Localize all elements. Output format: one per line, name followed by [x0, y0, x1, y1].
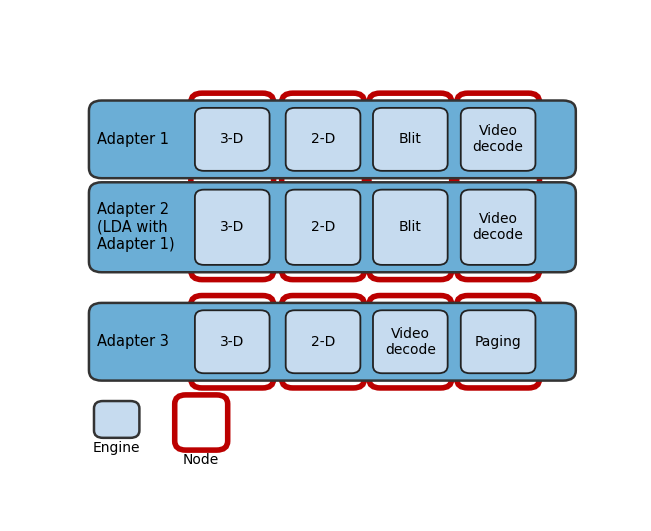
Text: Paging: Paging [475, 335, 521, 349]
FancyBboxPatch shape [373, 310, 448, 373]
FancyBboxPatch shape [286, 190, 361, 265]
Text: Video
decode: Video decode [473, 124, 523, 155]
Text: Adapter 3: Adapter 3 [96, 334, 169, 349]
FancyBboxPatch shape [373, 190, 448, 265]
FancyBboxPatch shape [282, 296, 365, 388]
Text: Engine: Engine [93, 441, 141, 455]
FancyBboxPatch shape [174, 395, 228, 450]
FancyBboxPatch shape [286, 310, 361, 373]
Text: 3-D: 3-D [220, 220, 244, 234]
Text: Blit: Blit [399, 132, 422, 147]
FancyBboxPatch shape [191, 296, 273, 388]
FancyBboxPatch shape [195, 310, 270, 373]
FancyBboxPatch shape [195, 190, 270, 265]
FancyBboxPatch shape [457, 93, 540, 280]
FancyBboxPatch shape [461, 108, 535, 171]
FancyBboxPatch shape [457, 296, 540, 388]
FancyBboxPatch shape [286, 108, 361, 171]
FancyBboxPatch shape [461, 310, 535, 373]
Text: 2-D: 2-D [311, 132, 335, 147]
FancyBboxPatch shape [369, 93, 452, 280]
FancyBboxPatch shape [191, 93, 273, 280]
FancyBboxPatch shape [461, 190, 535, 265]
FancyBboxPatch shape [94, 401, 139, 438]
Text: Blit: Blit [399, 220, 422, 234]
Text: Adapter 1: Adapter 1 [96, 132, 169, 147]
Text: Video
decode: Video decode [385, 327, 436, 357]
FancyBboxPatch shape [89, 100, 575, 178]
FancyBboxPatch shape [282, 93, 365, 280]
FancyBboxPatch shape [89, 182, 575, 272]
FancyBboxPatch shape [89, 303, 575, 381]
Text: 2-D: 2-D [311, 220, 335, 234]
Text: 2-D: 2-D [311, 335, 335, 349]
FancyBboxPatch shape [369, 296, 452, 388]
Text: 3-D: 3-D [220, 132, 244, 147]
FancyBboxPatch shape [195, 108, 270, 171]
Text: Node: Node [183, 453, 219, 467]
FancyBboxPatch shape [373, 108, 448, 171]
Text: 3-D: 3-D [220, 335, 244, 349]
Text: Adapter 2
(LDA with
Adapter 1): Adapter 2 (LDA with Adapter 1) [96, 202, 174, 252]
Text: Video
decode: Video decode [473, 212, 523, 242]
